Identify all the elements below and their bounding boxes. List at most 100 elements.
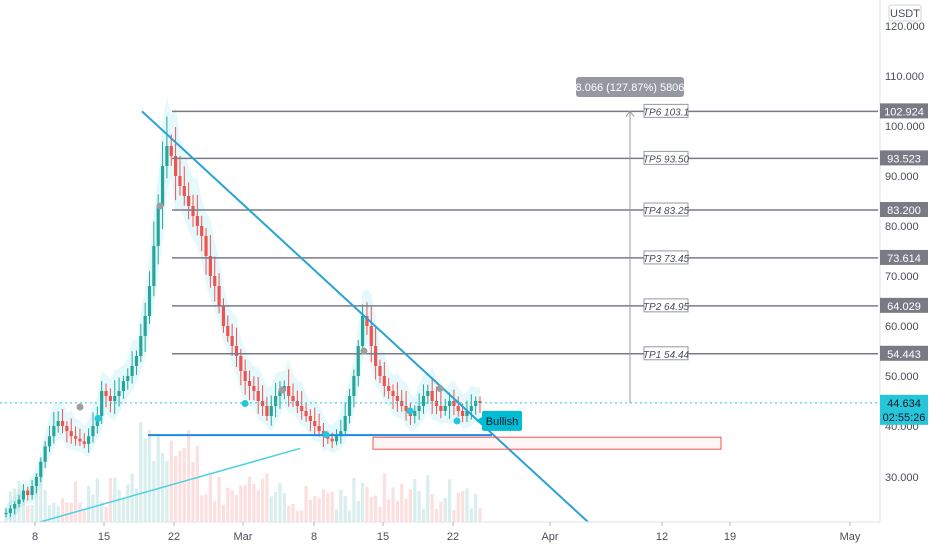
candle-body [169,146,173,156]
x-tick-label: Mar [234,531,253,543]
volume-bar [34,473,39,522]
volume-bar [369,496,373,522]
target-label: TP4 83.25 [643,202,690,217]
volume-bar [300,510,304,522]
volume-bar [30,504,34,522]
candle-body [187,196,191,206]
volume-bar [134,488,139,522]
candle-body [73,436,78,439]
volume-bar [404,498,408,522]
signal-dot [94,415,102,422]
target-levels: TP1 54.44 TP2 64.95 TP3 73.45 TP4 83.25 TP5 … [172,103,878,361]
countdown-text: 02:55:26 [883,412,926,424]
volume-bar [334,509,339,522]
candle-body [8,508,12,513]
candle-body [30,486,34,495]
demand-zone [372,436,722,450]
volume-bar [200,495,204,522]
candles [4,116,482,518]
volume-bar [252,483,256,522]
volume-bar [465,488,469,522]
candle-body [439,406,443,411]
candle-body [126,376,130,381]
volume-bar [91,494,95,522]
volume-bar [26,505,30,522]
candle-body [256,391,260,401]
volume-bar [274,491,278,522]
price-tag: 54.443 [880,345,928,361]
candle-body [260,401,265,406]
target-label-box [643,103,689,118]
candle-body [208,256,212,276]
price-tag-text: 73.614 [887,253,921,265]
candle-body [26,490,30,495]
x-tick-label: 8 [32,531,38,543]
currency-label: USDT [888,4,922,22]
volume-bar [126,484,130,522]
candle-body [452,401,456,406]
candle-body [234,346,239,356]
volume-bar [56,505,60,522]
volume-bar [400,483,404,522]
price-tag-box [880,249,928,265]
volume-bar [308,499,313,522]
price-tag: 102.924 [880,103,928,119]
measure-tool: 58.066 (127.87%) 58066 [569,77,691,403]
volume-bar [65,502,69,522]
candle-body [34,477,39,486]
volume-bar [347,510,352,522]
candle-body [469,406,473,411]
volume-bar [195,445,199,522]
volume-bar [474,493,478,522]
volume-bar [191,461,195,522]
volume-bar [330,491,334,522]
x-tick-label: 22 [168,531,180,543]
candle-body [104,391,108,396]
current-price-text: 44.634 [887,398,921,410]
currency-label-box [888,4,922,22]
candle-body [65,426,69,432]
target-label-text: TP6 103.1 [643,107,689,118]
candle-body [365,316,369,326]
volume-bar [260,478,265,522]
candle-body [374,346,378,366]
candle-body [443,406,447,411]
volume-bar [461,491,465,522]
volume-bar [47,505,52,522]
price-tag-text: 54.443 [887,349,921,361]
volume-bar [365,486,369,522]
candle-body [413,411,417,416]
volume-bar [117,489,121,522]
target-label: TP3 73.45 [643,250,690,265]
price-tag: 93.523 [880,150,928,166]
volume-bar [352,477,356,522]
candle-body [195,216,199,226]
volume-bar [143,438,147,522]
candle-body [117,391,121,396]
candle-body [434,401,439,406]
candle-body [382,376,386,386]
volume-bar [82,510,86,522]
bullish-pointer [476,416,482,425]
target-label-box [643,298,689,313]
candle-body [200,226,204,236]
candle-body [278,391,282,396]
target-label-box [643,346,689,361]
price-tag-box [880,202,928,217]
price-tag: 73.614 [880,249,928,265]
price-tag: 83.200 [880,202,928,217]
candle-body [404,406,408,411]
candle-body [160,166,165,206]
candle-body [78,438,82,442]
candle-body [69,431,73,437]
candle-body [387,386,391,391]
bullish-label-text: Bullish [486,416,518,428]
candle-body [4,513,8,514]
candle-body [456,406,460,411]
candle-body [178,176,182,186]
candle-body [461,411,465,416]
volume-bar [169,440,173,522]
price-tag-text: 102.924 [884,106,924,118]
candle-body [295,401,299,406]
